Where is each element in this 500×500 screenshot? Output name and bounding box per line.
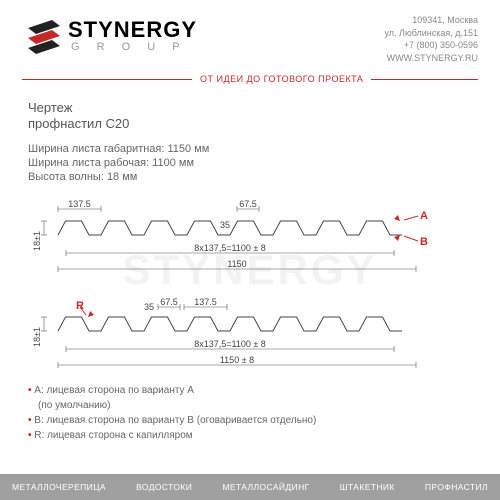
logo: STYNERGY G R O U P	[22, 14, 197, 56]
header: STYNERGY G R O U P 109341, Москва ул. Лю…	[0, 0, 500, 70]
tagline: ОТ ИДЕИ ДО ГОТОВОГО ПРОЕКТА	[192, 74, 371, 84]
spec-2: Ширина листа рабочая: 1100 мм	[28, 157, 472, 169]
logo-mark-icon	[22, 14, 64, 56]
svg-text:35: 35	[144, 302, 154, 312]
svg-text:67.5: 67.5	[160, 297, 178, 307]
svg-text:67.5: 67.5	[239, 199, 257, 209]
contact-addr2: ул. Люблинская, д.151	[385, 27, 479, 40]
svg-text:1150 ± 8: 1150 ± 8	[220, 355, 254, 365]
svg-text:8х137,5=1100 ± 8: 8х137,5=1100 ± 8	[194, 339, 266, 349]
contact-phone: +7 (800) 350-0596	[385, 39, 479, 52]
brand-sub: G R O U P	[71, 41, 197, 53]
svg-text:35: 35	[220, 220, 230, 230]
drawing-bottom: 18±13567.5137.58х137,5=1100 ± 81150 ± 8R	[28, 293, 472, 379]
doc-subtitle: профнастил С20	[28, 116, 472, 131]
footer-5: ПРОФНАСТИЛ	[425, 482, 488, 492]
profile-top-svg: 18±1 137.5 67.5 35 8х137,5=1100 ± 8 1150 A B	[28, 193, 468, 283]
footer-4: ШТАКЕТНИК	[340, 482, 395, 492]
footer-2: ВОДОСТОКИ	[136, 482, 192, 492]
brand-name: STYNERGY	[68, 17, 197, 43]
footer: МЕТАЛЛОЧЕРЕПИЦА ВОДОСТОКИ МЕТАЛЛОСАЙДИНГ…	[0, 474, 500, 500]
doc-title: Чертеж	[28, 100, 472, 115]
contact-addr1: 109341, Москва	[385, 14, 479, 27]
note-a2: (по умолчанию)	[28, 400, 472, 411]
svg-text:137.5: 137.5	[68, 199, 91, 209]
notes: • А: лицевая сторона по варианту А (по у…	[28, 385, 472, 441]
drawing-top: 18±1 137.5 67.5 35 8х137,5=1100 ± 8 1150 A B	[28, 193, 472, 283]
svg-text:137.5: 137.5	[194, 297, 217, 307]
svg-text:18±1: 18±1	[32, 231, 42, 251]
tagline-row: ОТ ИДЕИ ДО ГОТОВОГО ПРОЕКТА	[22, 74, 478, 84]
content: Чертеж профнастил С20 Ширина листа габар…	[0, 84, 500, 451]
contact-site: WWW.STYNERGY.RU	[385, 52, 479, 65]
contact-block: 109341, Москва ул. Люблинская, д.151 +7 …	[385, 14, 479, 64]
note-b: • В: лицевая сторона по варианту В (огов…	[28, 415, 472, 426]
note-r: • R: лицевая сторона с капилляром	[28, 430, 472, 441]
spec-3: Высота волны: 18 мм	[28, 171, 472, 183]
svg-text:8х137,5=1100 ± 8: 8х137,5=1100 ± 8	[194, 243, 266, 253]
svg-text:A: A	[420, 210, 428, 222]
footer-3: МЕТАЛЛОСАЙДИНГ	[222, 482, 309, 492]
profile-bottom-svg: 18±13567.5137.58х137,5=1100 ± 81150 ± 8R	[28, 293, 468, 379]
note-a: • А: лицевая сторона по варианту А	[28, 385, 472, 396]
svg-text:1150: 1150	[227, 259, 246, 269]
svg-text:B: B	[420, 236, 428, 248]
footer-1: МЕТАЛЛОЧЕРЕПИЦА	[12, 482, 106, 492]
svg-text:18±1: 18±1	[32, 327, 42, 347]
spec-1: Ширина листа габаритная: 1150 мм	[28, 143, 472, 155]
